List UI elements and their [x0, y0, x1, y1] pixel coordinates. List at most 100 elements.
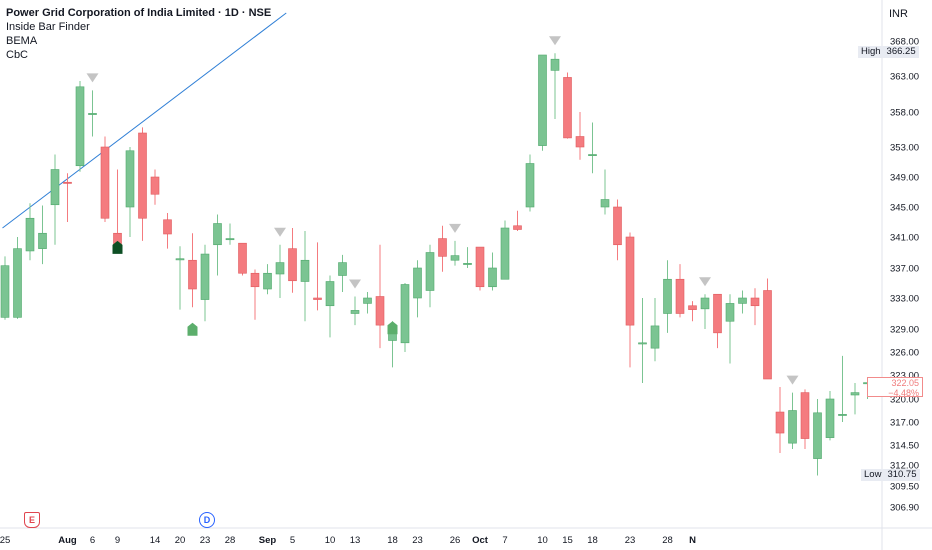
candle	[325, 275, 335, 338]
y-tick-label: 337.00	[890, 264, 919, 275]
earnings-event-icon[interactable]: E	[24, 512, 40, 528]
inside-bar-marker	[349, 279, 361, 289]
y-tick-label: 314.50	[890, 441, 919, 452]
candle-body	[13, 248, 22, 318]
x-tick-label: 23	[200, 535, 211, 546]
candle-body	[788, 410, 797, 444]
candle-body	[325, 281, 335, 307]
candle-body	[713, 293, 722, 334]
candle	[113, 169, 122, 246]
candle-body	[663, 278, 672, 314]
x-tick-label: 10	[325, 535, 336, 546]
low-value: 310.75	[887, 469, 917, 480]
candle	[38, 205, 47, 265]
high-label: High	[861, 46, 881, 57]
high-price-tag: High 366.25	[858, 46, 919, 58]
candle-body	[775, 411, 785, 434]
candle-body	[100, 146, 110, 219]
candle	[25, 203, 35, 261]
trendline	[2, 12, 287, 229]
candle-body	[275, 262, 285, 275]
candle-body	[163, 219, 172, 235]
candle-body	[450, 255, 460, 261]
inside-bar-marker	[449, 223, 461, 233]
x-tick-label: 23	[412, 535, 423, 546]
y-tick-label: 333.00	[890, 294, 919, 305]
candle	[763, 278, 772, 380]
candle	[638, 298, 647, 383]
candle	[250, 269, 260, 320]
x-tick-label: 25	[0, 535, 10, 546]
indicator-inside-bar-finder[interactable]: Inside Bar Finder	[6, 21, 90, 33]
candle-body	[50, 169, 60, 206]
candle-body	[150, 176, 160, 195]
candle-body	[238, 242, 247, 274]
candle-body	[63, 181, 72, 184]
candle-body	[463, 263, 472, 265]
candle-body	[838, 414, 847, 416]
candle	[738, 290, 747, 314]
candle-body	[575, 136, 585, 148]
candle-body	[38, 232, 47, 249]
inside-bar-marker	[699, 277, 711, 287]
y-tick-label: 345.00	[890, 203, 919, 214]
indicator-cbc[interactable]: CbC	[6, 49, 29, 61]
candle-body	[363, 297, 372, 304]
candle	[400, 283, 410, 352]
candle-body	[688, 305, 697, 310]
candle	[413, 260, 422, 318]
candle	[650, 298, 660, 362]
candle	[850, 383, 860, 415]
currency-label[interactable]: INR	[889, 8, 908, 20]
candle-body	[625, 236, 635, 326]
candle-body	[225, 238, 235, 241]
candle-body	[825, 398, 835, 438]
candle-body	[763, 290, 772, 380]
x-tick-label: 6	[90, 535, 95, 546]
symbol-title[interactable]: Power Grid Corporation of India Limited …	[6, 7, 272, 19]
candle	[275, 244, 285, 298]
y-tick-label: 341.00	[890, 233, 919, 244]
y-tick-label: 320.00	[890, 395, 919, 406]
candle	[338, 254, 347, 292]
candle-body	[338, 262, 347, 276]
time-axis: 25 Aug 6 9 14 20 23 28 Sep 5 10 13 18 23 26 Oct 7 10 15 18 2…	[0, 535, 696, 546]
x-tick-label: 26	[450, 535, 461, 546]
trendline-layer	[2, 12, 287, 229]
candle-body	[675, 278, 685, 314]
dividend-event-icon[interactable]: D	[199, 512, 215, 528]
indicator-bema[interactable]: BEMA	[6, 35, 38, 47]
candle	[600, 169, 610, 215]
candle-body	[263, 272, 272, 290]
y-tick-label: 309.50	[890, 482, 919, 493]
candle-body	[550, 58, 560, 71]
high-value: 366.25	[886, 46, 916, 57]
inside-bar-marker	[549, 36, 561, 46]
x-tick-label: 28	[225, 535, 236, 546]
x-tick-label: 18	[387, 535, 398, 546]
x-tick-label: N	[689, 535, 696, 546]
candle	[563, 72, 572, 139]
candle	[463, 247, 472, 268]
candle-body	[0, 265, 10, 318]
inside-bar-marker	[274, 227, 286, 237]
candle	[125, 147, 135, 237]
candle-body	[475, 246, 485, 288]
candle	[688, 301, 697, 322]
candle	[813, 399, 822, 476]
candle	[675, 264, 685, 318]
x-tick-label: 18	[587, 535, 598, 546]
candle	[713, 293, 722, 349]
candle	[625, 232, 635, 368]
candle	[825, 391, 835, 441]
x-tick-label: Aug	[58, 535, 77, 546]
candle-body	[88, 113, 97, 115]
candle-body	[650, 325, 660, 349]
candle-body	[438, 238, 447, 257]
candle	[375, 244, 385, 349]
x-tick-label: 5	[290, 535, 295, 546]
last-price-label: 322.05 −4.48%	[867, 377, 923, 398]
candle	[800, 389, 810, 449]
